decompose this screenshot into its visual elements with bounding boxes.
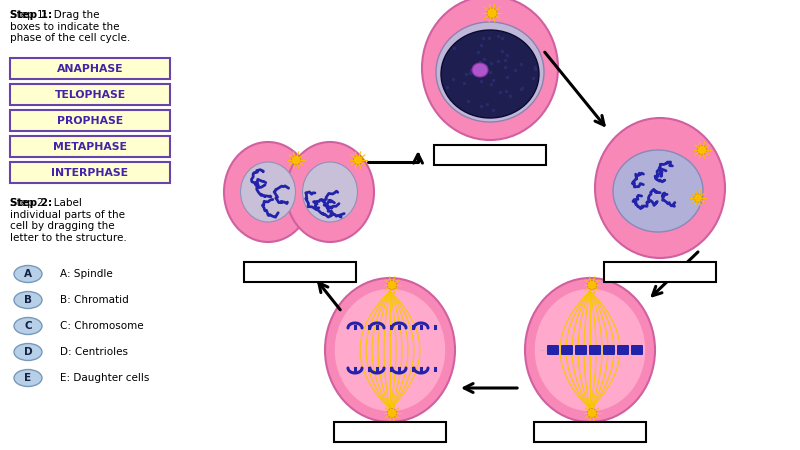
Text: C: Chromosome: C: Chromosome — [60, 321, 144, 331]
Ellipse shape — [441, 30, 539, 118]
Ellipse shape — [613, 150, 703, 232]
FancyBboxPatch shape — [10, 58, 170, 79]
Ellipse shape — [334, 289, 446, 411]
FancyBboxPatch shape — [631, 345, 643, 355]
Text: B: B — [24, 295, 32, 305]
FancyBboxPatch shape — [534, 422, 646, 442]
Ellipse shape — [436, 22, 544, 122]
Text: PROPHASE: PROPHASE — [57, 116, 123, 126]
Circle shape — [487, 8, 497, 18]
Ellipse shape — [534, 289, 646, 411]
Text: Step 2:: Step 2: — [10, 198, 52, 208]
FancyBboxPatch shape — [561, 345, 573, 355]
Text: Step 1:  Drag the
boxes to indicate the
phase of the cell cycle.: Step 1: Drag the boxes to indicate the p… — [10, 10, 130, 43]
Ellipse shape — [14, 369, 42, 387]
Ellipse shape — [241, 162, 295, 222]
FancyBboxPatch shape — [603, 345, 615, 355]
FancyBboxPatch shape — [617, 345, 629, 355]
FancyBboxPatch shape — [589, 345, 601, 355]
Text: D: Centrioles: D: Centrioles — [60, 347, 128, 357]
FancyBboxPatch shape — [244, 262, 356, 282]
Text: D: D — [24, 347, 32, 357]
Ellipse shape — [224, 142, 312, 242]
FancyBboxPatch shape — [10, 136, 170, 157]
Text: A: A — [24, 269, 32, 279]
Ellipse shape — [14, 266, 42, 283]
Text: A: Spindle: A: Spindle — [60, 269, 113, 279]
FancyBboxPatch shape — [604, 262, 716, 282]
Text: Step 2:  Label
individual parts of the
cell by dragging the
letter to the struct: Step 2: Label individual parts of the ce… — [10, 198, 126, 243]
Text: C: C — [24, 321, 32, 331]
FancyBboxPatch shape — [575, 345, 587, 355]
Text: E: Daughter cells: E: Daughter cells — [60, 373, 150, 383]
Circle shape — [694, 194, 702, 202]
Text: TELOPHASE: TELOPHASE — [54, 90, 126, 99]
Circle shape — [587, 409, 597, 418]
Circle shape — [291, 156, 301, 165]
Text: E: E — [25, 373, 31, 383]
Ellipse shape — [14, 343, 42, 360]
Circle shape — [587, 280, 597, 289]
Circle shape — [387, 409, 397, 418]
Text: ANAPHASE: ANAPHASE — [57, 63, 123, 73]
Ellipse shape — [472, 63, 488, 77]
Circle shape — [354, 156, 362, 165]
Circle shape — [387, 280, 397, 289]
FancyBboxPatch shape — [10, 162, 170, 183]
Ellipse shape — [14, 318, 42, 334]
Text: INTERPHASE: INTERPHASE — [51, 167, 129, 177]
FancyBboxPatch shape — [547, 345, 559, 355]
Text: B: Chromatid: B: Chromatid — [60, 295, 129, 305]
Ellipse shape — [325, 278, 455, 422]
Ellipse shape — [14, 292, 42, 309]
Ellipse shape — [286, 142, 374, 242]
FancyBboxPatch shape — [10, 110, 170, 131]
FancyBboxPatch shape — [434, 145, 546, 165]
Ellipse shape — [302, 162, 358, 222]
Text: Step 1:: Step 1: — [10, 10, 52, 20]
Text: METAPHASE: METAPHASE — [53, 141, 127, 152]
Circle shape — [698, 145, 706, 154]
Ellipse shape — [422, 0, 558, 140]
FancyBboxPatch shape — [10, 84, 170, 105]
Ellipse shape — [525, 278, 655, 422]
FancyBboxPatch shape — [334, 422, 446, 442]
Ellipse shape — [595, 118, 725, 258]
